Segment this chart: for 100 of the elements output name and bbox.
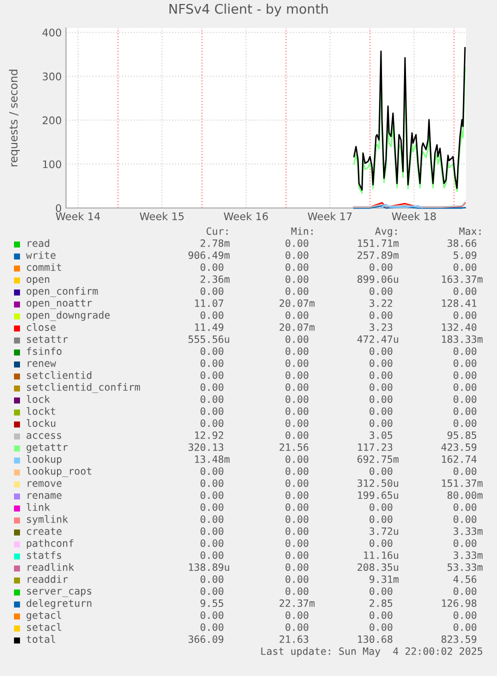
legend-label: setclientid — [27, 371, 92, 379]
legend-label: lookup — [26, 455, 62, 465]
legend-label: link — [26, 503, 50, 511]
text: 0.00 — [454, 419, 476, 427]
text: 0.00 — [200, 491, 224, 499]
legend-label: lockt — [26, 407, 56, 415]
x-tick-label: Week 15 — [140, 212, 184, 220]
text: 3.33m — [454, 551, 483, 559]
legend-label: open_downgrade — [26, 311, 110, 321]
text: 0.00 — [286, 383, 308, 391]
x-tick-label: Week 16 — [224, 212, 268, 220]
legend-label: symlink — [27, 515, 68, 525]
text: 0.00 — [370, 611, 392, 619]
x-tick-label: Week 14 — [56, 212, 100, 220]
text: 0.00 — [454, 503, 476, 511]
text: 0.00 — [200, 515, 224, 523]
legend-label: open_confirm — [26, 287, 98, 297]
text: 0.00 — [286, 455, 308, 463]
text: 899.06u — [357, 275, 398, 283]
text: 0.00 — [200, 551, 224, 559]
text: 5.09 — [454, 251, 476, 259]
text: 0.00 — [454, 395, 476, 403]
text: 151.71m — [358, 239, 399, 247]
text: 0.00 — [200, 347, 224, 355]
legend-label: rename — [28, 493, 62, 499]
text: 0.00 — [286, 275, 308, 283]
text: 0.00 — [286, 611, 308, 619]
text: 130.68 — [358, 635, 392, 643]
legend-label: create — [26, 528, 62, 535]
text: 0.00 — [200, 359, 224, 367]
text: 0.00 — [200, 287, 224, 295]
text: 0.00 — [200, 527, 224, 535]
y-axis-title: requests / second — [8, 70, 20, 166]
text: 0.00 — [286, 263, 308, 271]
legend-label: setattr — [27, 336, 68, 343]
text: 0.00 — [286, 563, 308, 571]
text: 0.00 — [454, 467, 476, 475]
text: 0.00 — [200, 467, 224, 475]
text: 2.78m — [200, 239, 230, 247]
text: 21.56 — [280, 443, 308, 451]
text: 0.00 — [454, 287, 476, 295]
text: 0.00 — [286, 479, 308, 487]
text: 0.00 — [370, 371, 392, 379]
text: 2.85 — [370, 599, 392, 607]
text: 0.00 — [454, 383, 476, 391]
text: 12.92 — [195, 431, 224, 439]
text: 3.22 — [370, 299, 392, 307]
text: 9.31m — [370, 575, 399, 583]
legend-label: getattr — [26, 444, 68, 453]
text: 0.00 — [286, 587, 308, 595]
text: 0.00 — [200, 575, 224, 583]
text: 0.00 — [454, 515, 476, 523]
text: 128.41 — [442, 299, 476, 307]
legend-label: total — [26, 635, 56, 643]
legend-label: server_caps — [27, 588, 92, 597]
text: 11.49 — [195, 323, 224, 331]
y-tick-label: 100 — [43, 160, 62, 168]
text: 38.66 — [448, 239, 476, 247]
text: 0.00 — [286, 335, 308, 343]
text: 0.00 — [454, 407, 476, 415]
text: 0.00 — [370, 395, 392, 403]
text: 0.00 — [286, 575, 308, 583]
text: 0.00 — [370, 419, 392, 427]
text: 3.23 — [370, 323, 392, 331]
legend-label: write — [26, 251, 56, 259]
text: 472.47u — [357, 335, 398, 343]
text: 11.07 — [195, 299, 224, 307]
text: Min: — [291, 227, 313, 235]
legend-label: fsinfo — [26, 347, 62, 355]
legend-label: lookup_root — [26, 466, 92, 478]
text: 0.00 — [200, 383, 224, 391]
text: 117.23 — [358, 443, 392, 451]
text: 3.33m — [454, 527, 483, 535]
legend-label: statfs — [27, 551, 62, 559]
text: 0.00 — [454, 539, 476, 547]
x-tick-label: Week 17 — [308, 212, 352, 220]
text: 906.49m — [188, 251, 230, 259]
text: 0.00 — [200, 407, 224, 415]
text: 13.48m — [195, 455, 230, 463]
text: 0.00 — [370, 515, 392, 523]
text: 0.00 — [286, 251, 308, 259]
text: 0.00 — [200, 611, 224, 619]
legend-label: readdir — [28, 575, 68, 583]
text: 2.36m — [200, 275, 230, 283]
text: 20.07m — [280, 299, 315, 307]
text: 823.59 — [442, 635, 476, 643]
text: 366.09 — [188, 635, 224, 643]
text: 0.00 — [286, 503, 308, 511]
text: 11.16u — [364, 551, 398, 559]
text: 199.65u — [358, 491, 398, 499]
text: 0.00 — [286, 407, 308, 415]
text: 0.00 — [200, 503, 224, 511]
legend-label: setclientid_confirm — [27, 382, 140, 394]
text: 0.00 — [286, 419, 308, 427]
text: 555.56u — [188, 335, 230, 343]
text: 53.33m — [448, 563, 483, 571]
text: 0.00 — [200, 371, 224, 379]
text: 0.00 — [200, 419, 224, 427]
y-tick-label: 400 — [42, 28, 62, 36]
text: 0.00 — [370, 587, 392, 595]
